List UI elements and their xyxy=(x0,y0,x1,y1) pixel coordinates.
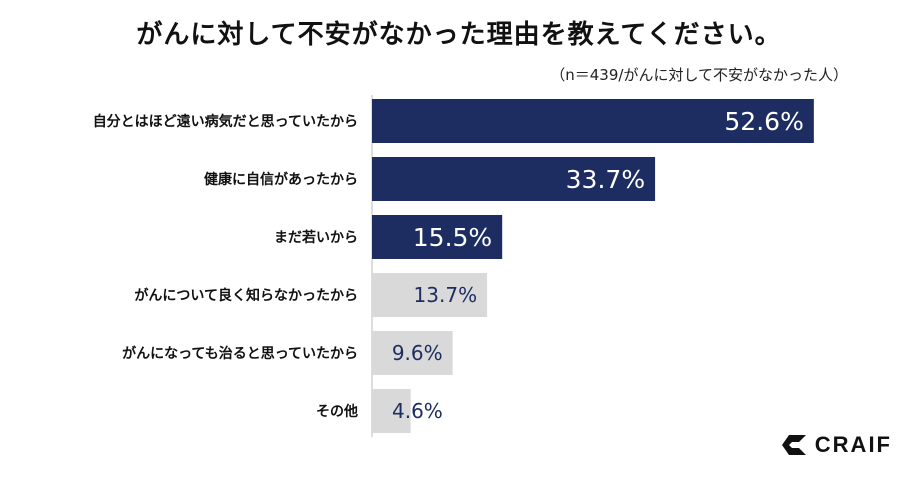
bar-value-label: 4.6% xyxy=(392,399,443,423)
chart-title: がんに対して不安がなかった理由を教えてください。 xyxy=(136,20,782,50)
bar xyxy=(372,389,411,433)
bar xyxy=(372,331,453,375)
bar xyxy=(372,215,503,259)
category-label: 健康に自信があったから xyxy=(204,171,358,188)
chart-subtitle: （n＝439/がんに対して不安がなかった人） xyxy=(550,66,848,84)
bar-value-label: 13.7% xyxy=(414,283,478,307)
bar xyxy=(372,157,656,201)
category-label: がんになっても治ると思っていたから xyxy=(122,345,358,362)
bar-value-label: 15.5% xyxy=(413,223,492,252)
brand-logo: CRAIF xyxy=(781,432,892,458)
bar xyxy=(372,99,814,143)
craif-logo-mark-icon xyxy=(781,435,806,455)
bar xyxy=(372,273,488,317)
category-label: 自分とはほど遠い病気だと思っていたから xyxy=(93,113,358,130)
category-label: その他 xyxy=(316,403,358,420)
category-label: がんについて良く知らなかったから xyxy=(134,287,358,304)
bar-value-label: 33.7% xyxy=(566,165,645,194)
bar-value-label: 52.6% xyxy=(724,107,803,136)
category-label: まだ若いから xyxy=(274,229,358,246)
logo-text: CRAIF xyxy=(814,432,892,457)
bar-value-label: 9.6% xyxy=(392,341,443,365)
